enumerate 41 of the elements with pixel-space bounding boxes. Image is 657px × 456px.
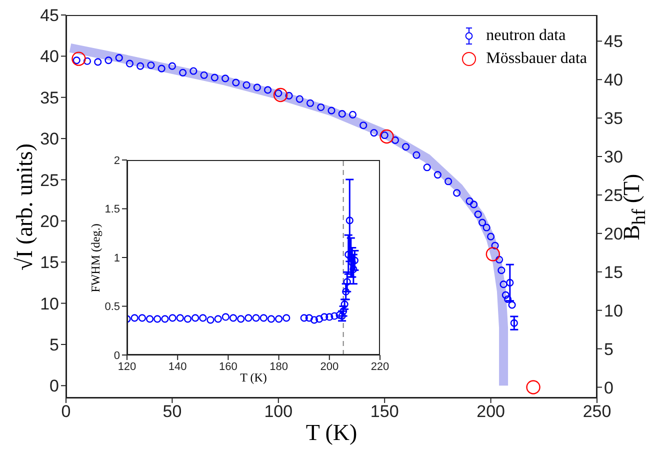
x-tick-label: 180 [270,360,288,373]
y-tick-label: 10 [40,294,59,314]
y2-tick-label: 30 [604,148,623,167]
x-tick-label: 100 [264,402,293,422]
y-tick-label: 30 [40,130,59,149]
x-tick-label: 50 [162,402,182,422]
y-tick-label: 0.5 [104,301,120,314]
x-tick-label: 150 [370,402,399,422]
x-tick-label: 220 [370,360,390,373]
y2-tick-label: 40 [604,70,623,90]
y2-tick-label: 45 [604,32,623,52]
x-tick-label: 140 [168,360,187,373]
y-tick-label: 1.5 [104,204,120,216]
x-tick-label: 200 [476,402,505,422]
x-axis-title: T (K) [240,370,267,386]
x-tick-label: 200 [320,360,339,373]
y2-tick-label: 10 [604,301,623,320]
y2-tick-label: 25 [604,186,623,205]
x-tick-label: 160 [219,360,238,373]
x-tick-label: 250 [582,402,612,422]
y-tick-label: 1 [114,252,120,264]
y-tick-label: 35 [40,88,59,108]
y-tick-label: 15 [40,253,59,272]
y2-tick-label: 35 [604,109,623,128]
y-tick-label: 20 [40,212,59,231]
y-axis-title: √I (arb. units) [12,143,38,270]
y2-tick-label: 15 [604,262,623,282]
y-tick-label: 0 [50,376,59,396]
y-tick-label: 40 [40,47,59,66]
y2-tick-label: 5 [604,340,614,359]
legend-label: neutron data [486,26,566,44]
y-tick-label: 0 [114,350,120,362]
y-tick-label: 5 [50,335,59,354]
y-tick-label: 45 [40,6,59,26]
x-axis-title: T (K) [306,420,358,446]
y-axis-title: FWHM (deg.) [88,223,104,292]
legend-label: Mössbauer data [486,50,587,68]
x-tick-label: 120 [118,360,136,373]
y2-tick-label: 0 [604,378,614,398]
y-tick-label: 25 [40,170,59,190]
y-tick-label: 2 [114,154,120,167]
